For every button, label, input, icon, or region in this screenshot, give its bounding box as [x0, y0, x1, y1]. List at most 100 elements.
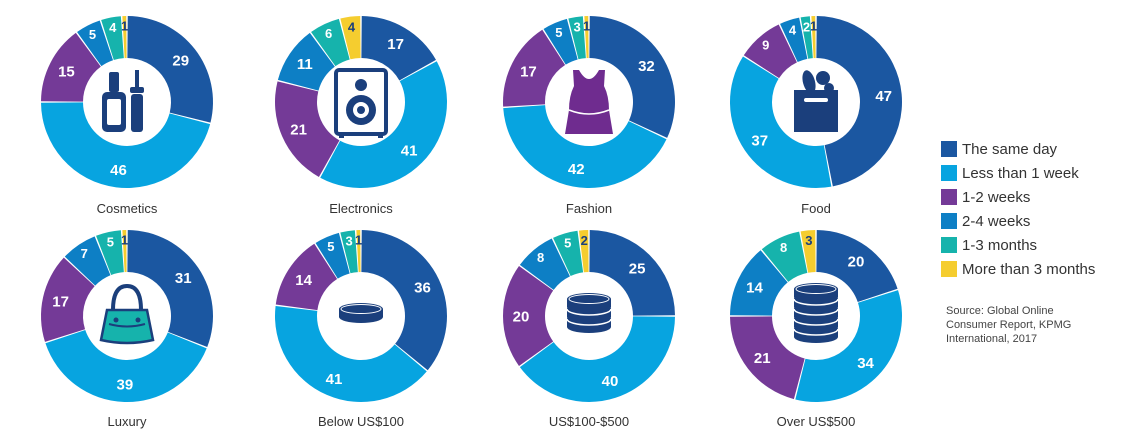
- data-label-less-than-1-week: 46: [110, 162, 127, 179]
- data-label-more-than-3-months: 1: [121, 19, 128, 34]
- data-label-1-3-months: 3: [573, 20, 580, 35]
- data-label-less-than-1-week: 41: [326, 371, 343, 388]
- donut-chart-below-us-100: 36 41 14 5 3 1 Below US$100: [274, 230, 448, 429]
- slice-less-than-1-week: [45, 329, 207, 402]
- slice-same-day: [361, 16, 436, 81]
- slice-1-3-months: [311, 18, 350, 67]
- data-label-2-4-weeks: 5: [327, 239, 334, 254]
- data-label-1-2-weeks: 21: [290, 121, 307, 138]
- slice-1-2-weeks: [41, 32, 101, 102]
- slice-same-day: [127, 16, 213, 123]
- slice-1-3-months: [340, 230, 358, 274]
- slice-1-3-months: [101, 16, 124, 61]
- legend-swatch: [941, 189, 957, 205]
- slice-more-than-3-months: [356, 230, 361, 273]
- data-label-2-4-weeks: 8: [537, 250, 544, 265]
- data-label-same-day: 29: [172, 53, 189, 70]
- data-label-2-4-weeks: 5: [555, 25, 562, 40]
- slice-same-day: [127, 230, 213, 347]
- slice-1-2-weeks: [503, 29, 566, 107]
- donut-chart-electronics: 17 41 21 11 6 4 Electronics: [275, 16, 448, 216]
- data-label-more-than-3-months: 4: [348, 19, 356, 34]
- slice-2-4-weeks: [780, 17, 808, 63]
- data-label-same-day: 36: [414, 279, 431, 296]
- slice-less-than-1-week: [795, 290, 902, 402]
- chart-title: Cosmetics: [97, 201, 158, 216]
- legend-label: More than 3 months: [962, 260, 1096, 278]
- legend-label: Less than 1 week: [962, 164, 1079, 182]
- slice-less-than-1-week: [730, 56, 832, 188]
- data-label-2-4-weeks: 11: [297, 56, 313, 73]
- chart-title: Below US$100: [318, 414, 404, 429]
- data-label-1-3-months: 5: [564, 236, 571, 251]
- source-line: Source: Global Online: [946, 305, 1054, 317]
- data-label-1-3-months: 6: [325, 26, 332, 41]
- data-label-same-day: 31: [175, 270, 192, 287]
- data-label-1-2-weeks: 14: [295, 272, 312, 289]
- slice-1-2-weeks: [743, 24, 797, 79]
- legend-label: The same day: [962, 140, 1058, 158]
- nail-polish-icon: [102, 70, 144, 132]
- slice-2-4-weeks: [77, 20, 114, 67]
- legend-swatch: [941, 237, 957, 253]
- data-label-more-than-3-months: 1: [355, 233, 362, 248]
- source-line: International, 2017: [946, 333, 1038, 345]
- data-label-2-4-weeks: 7: [81, 246, 88, 261]
- slice-more-than-3-months: [811, 16, 816, 59]
- grocery-bag-icon: [794, 70, 838, 132]
- data-label-same-day: 32: [638, 58, 655, 75]
- tank-top-icon: [565, 70, 613, 134]
- slice-same-day: [816, 230, 898, 303]
- legend-item-more-than-3-months: More than 3 months: [941, 257, 1095, 281]
- data-label-more-than-3-months: 1: [583, 19, 590, 34]
- legend-item-less-than-1-week: Less than 1 week: [941, 161, 1095, 185]
- slice-same-day: [361, 230, 448, 371]
- legend-label: 1-2 weeks: [962, 188, 1031, 206]
- slice-less-than-1-week: [519, 316, 675, 402]
- data-label-1-3-months: 2: [803, 19, 810, 34]
- data-label-1-2-weeks: 20: [513, 308, 530, 325]
- data-label-1-2-weeks: 17: [520, 64, 537, 81]
- slice-more-than-3-months: [578, 230, 589, 273]
- data-label-less-than-1-week: 39: [117, 376, 134, 393]
- slice-1-2-weeks: [41, 257, 95, 342]
- slice-1-3-months: [761, 231, 808, 282]
- slice-2-4-weeks: [519, 238, 570, 290]
- data-label-more-than-3-months: 1: [121, 233, 128, 248]
- donut-chart-food: 47 37 9 4 2 1 Food: [730, 16, 902, 216]
- data-label-same-day: 47: [875, 88, 892, 105]
- data-label-less-than-1-week: 41: [401, 142, 418, 159]
- slice-same-day: [816, 16, 902, 187]
- slice-2-4-weeks: [543, 18, 578, 65]
- data-label-same-day: 20: [848, 253, 865, 270]
- slice-less-than-1-week: [503, 105, 667, 188]
- chart-title: Electronics: [329, 201, 393, 216]
- chart-title: Fashion: [566, 201, 612, 216]
- data-label-1-3-months: 8: [780, 240, 787, 255]
- slice-1-3-months: [568, 16, 586, 60]
- donut-chart-luxury: 31 39 17 7 5 1 Luxury: [41, 230, 213, 429]
- data-label-more-than-3-months: 1: [810, 19, 817, 34]
- slice-more-than-3-months: [340, 16, 361, 60]
- slice-more-than-3-months: [584, 16, 589, 59]
- legend: The same day Less than 1 week 1-2 weeks …: [941, 137, 1095, 281]
- data-label-same-day: 17: [387, 36, 404, 53]
- slice-2-4-weeks: [315, 232, 350, 279]
- data-label-1-2-weeks: 15: [58, 64, 75, 81]
- chart-title: US$100-$500: [549, 414, 629, 429]
- legend-label: 1-3 months: [962, 236, 1038, 254]
- handbag-icon: [99, 283, 155, 345]
- legend-swatch: [941, 213, 957, 229]
- slice-2-4-weeks: [730, 250, 788, 316]
- data-label-less-than-1-week: 42: [568, 161, 585, 178]
- slice-more-than-3-months: [122, 230, 127, 273]
- coin-stack-3-icon: [566, 293, 612, 333]
- donut-chart-fashion: 32 42 17 5 3 1 Fashion: [503, 16, 675, 216]
- donut-chart-over-us-500: 20 34 21 14 8 3 Over US$500: [730, 230, 902, 429]
- slice-1-3-months: [96, 230, 124, 275]
- slice-1-2-weeks: [503, 266, 554, 366]
- data-label-1-2-weeks: 21: [754, 350, 771, 367]
- source-note: Source: Global Online Consumer Report, K…: [946, 304, 1116, 346]
- legend-swatch: [941, 261, 957, 277]
- data-label-less-than-1-week: 34: [857, 355, 874, 372]
